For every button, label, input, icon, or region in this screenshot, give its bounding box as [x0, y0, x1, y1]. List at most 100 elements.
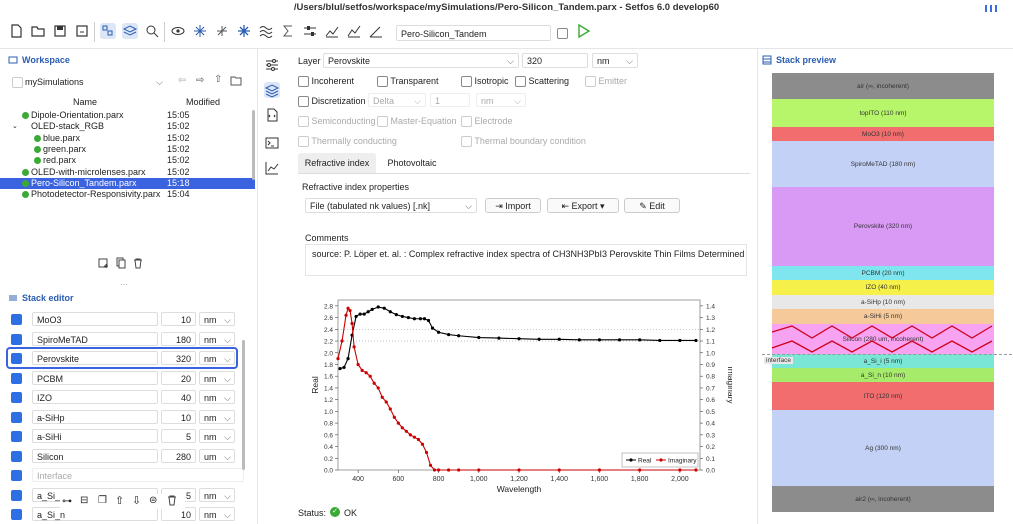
layer-name-field[interactable]: SpiroMeTAD [32, 331, 158, 346]
emission-icon[interactable] [192, 23, 208, 39]
stack-layer[interactable]: a_Si_n (10 nm) [772, 368, 994, 382]
stack-layer[interactable]: a_Si_i (5 nm) [772, 354, 994, 368]
stack-layer[interactable]: SpiroMeTAD (180 nm) [772, 141, 994, 187]
import-button[interactable]: ⇥ Import [485, 198, 541, 213]
layer-thickness-field[interactable]: 10 [161, 409, 196, 424]
terminal-icon[interactable] [264, 135, 280, 151]
stack-row[interactable]: a-SiHp 10 nm ⌵ [8, 408, 236, 426]
stack-view-icon[interactable] [122, 23, 138, 39]
up-folder-icon[interactable]: ⇧ [214, 74, 223, 85]
layer-unit-select[interactable]: nm ⌵ [199, 370, 235, 385]
new-folder-icon[interactable] [230, 74, 242, 86]
stack-editor-scrollbar[interactable] [242, 340, 245, 470]
modified-column-header[interactable]: Modified [186, 97, 221, 107]
list-item[interactable]: Photodetector-Responsivity.parx 15:04 [0, 189, 255, 200]
new-file-icon[interactable] [8, 23, 24, 39]
list-item[interactable]: Pero-Silicon_Tandem.parx 15:18 [0, 177, 255, 189]
delete-icon[interactable] [132, 257, 144, 269]
incoherent-checkbox[interactable] [298, 76, 309, 88]
stack-layer[interactable]: MoO3 (10 nm) [772, 127, 994, 141]
tab-refractive-index[interactable]: Refractive index [298, 153, 376, 173]
layer-unit-select[interactable]: nm ⌵ [199, 331, 235, 346]
layer-name-field[interactable]: a_Si_n [32, 507, 158, 521]
comments-box[interactable]: source: P. Löper et. al. : Complex refra… [305, 244, 747, 276]
layer-enabled-checkbox[interactable] [11, 450, 22, 462]
layer-thickness-field[interactable]: 320 [161, 351, 196, 365]
layer-name-field[interactable]: PCBM [32, 370, 158, 385]
emitter-option[interactable]: Emitter [585, 76, 627, 88]
layer-unit-select[interactable]: um ⌵ [199, 448, 235, 463]
layer-name-field[interactable]: Silicon [32, 448, 158, 463]
waves-icon[interactable] [258, 23, 274, 39]
run-checkbox[interactable] [557, 28, 568, 39]
insert-layer-icon[interactable]: ⊶ [62, 496, 72, 507]
list-item[interactable]: green.parx 15:02 [0, 144, 255, 155]
new-simulation-icon[interactable] [98, 257, 110, 269]
master-equation-option[interactable]: Master-Equation [377, 116, 457, 128]
discretization-option[interactable]: Discretization [298, 96, 366, 108]
duplicate-icon[interactable]: ❐ [98, 495, 107, 506]
code-file-icon[interactable] [264, 107, 280, 123]
splitter-handle[interactable]: ⋯ [120, 280, 128, 289]
layer-name-field[interactable]: MoO3 [32, 312, 158, 326]
layer-name-field[interactable]: a-SiHp [32, 409, 158, 424]
fit-icon[interactable] [324, 23, 340, 39]
open-folder-icon[interactable] [30, 23, 46, 39]
delta-unit-select[interactable]: nm ⌵ [476, 93, 526, 107]
layer-enabled-checkbox[interactable] [11, 314, 22, 325]
nk-source-select[interactable]: File (tabulated nk values) [.nk] ⌵ [305, 198, 477, 213]
layer-enabled-checkbox[interactable] [11, 353, 22, 364]
forward-arrow-icon[interactable]: ⇨ [196, 75, 205, 86]
stack-row[interactable]: IZO 40 nm ⌵ [8, 388, 236, 406]
sum-icon[interactable] [280, 23, 296, 39]
layer-name-field[interactable]: Perovskite [32, 351, 158, 365]
chevron-down-icon[interactable]: ⌄ [12, 123, 18, 131]
layer-enabled-checkbox[interactable] [11, 509, 22, 520]
electrode-checkbox[interactable] [461, 116, 472, 128]
layer-thickness-field[interactable]: 40 [161, 390, 196, 404]
isotropic-checkbox[interactable] [461, 76, 472, 88]
stack-row[interactable]: SpiroMeTAD 180 nm ⌵ [8, 330, 236, 348]
optimize-icon[interactable] [346, 23, 362, 39]
layer-name-field[interactable]: IZO [32, 390, 158, 404]
save-as-icon[interactable] [74, 23, 90, 39]
layer-unit-select[interactable]: nm ⌵ [199, 507, 235, 521]
stack-layer[interactable]: PCBM (20 nm) [772, 266, 994, 280]
layer-view-icon[interactable] [100, 23, 116, 39]
move-up-icon[interactable]: ⇧ [115, 495, 125, 507]
copy-icon[interactable] [115, 257, 127, 269]
layer-unit-select[interactable]: nm ⌵ [199, 312, 235, 326]
layer-enabled-checkbox[interactable] [11, 411, 22, 423]
eye-icon[interactable] [170, 23, 186, 39]
master-equation-checkbox[interactable] [377, 116, 388, 128]
stack-layer[interactable]: air2 (∞, incoherent) [772, 486, 994, 512]
layer-name-field[interactable]: Interface [32, 468, 244, 482]
layer-unit-select[interactable]: nm ⌵ [199, 487, 235, 502]
layer-unit-select[interactable]: nm ⌵ [199, 351, 235, 365]
list-item[interactable]: red.parx 15:02 [0, 155, 255, 166]
export-button[interactable]: ⇤ Export ▾ [547, 198, 619, 213]
layer-enabled-checkbox[interactable] [11, 372, 22, 384]
delta-value-field[interactable]: 1 [430, 93, 470, 107]
add-layer-icon[interactable]: ⊟ [80, 495, 89, 506]
emitter-checkbox[interactable] [585, 76, 596, 88]
scattering-option[interactable]: Scattering [515, 76, 569, 88]
isotropic-option[interactable]: Isotropic [461, 76, 509, 88]
thermally-conducting-option[interactable]: Thermally conducting [298, 136, 397, 148]
settings-sliders-icon[interactable] [264, 57, 280, 73]
delete-layer-icon[interactable] [166, 494, 178, 506]
save-icon[interactable] [52, 23, 68, 39]
list-item[interactable]: OLED-with-microlenses.parx 15:02 [0, 167, 255, 178]
layer-enabled-checkbox[interactable] [11, 392, 22, 403]
stack-layer[interactable]: Silicon (280 um, incoherent) [772, 324, 994, 354]
layer-thickness-field[interactable]: 10 [161, 312, 196, 326]
window-controls[interactable] [985, 4, 1005, 12]
inspect-icon[interactable] [144, 23, 160, 39]
run-play-icon[interactable] [575, 23, 591, 39]
angular-emission-icon[interactable] [214, 23, 230, 39]
group-icon[interactable]: ⊜ [149, 495, 158, 506]
transparent-option[interactable]: Transparent [377, 76, 439, 88]
layer-name-field[interactable]: a-SiHi [32, 429, 158, 443]
layer-thickness-field[interactable]: 280 [161, 448, 196, 463]
folder-select[interactable]: mySimulations ⌵ [25, 76, 163, 88]
